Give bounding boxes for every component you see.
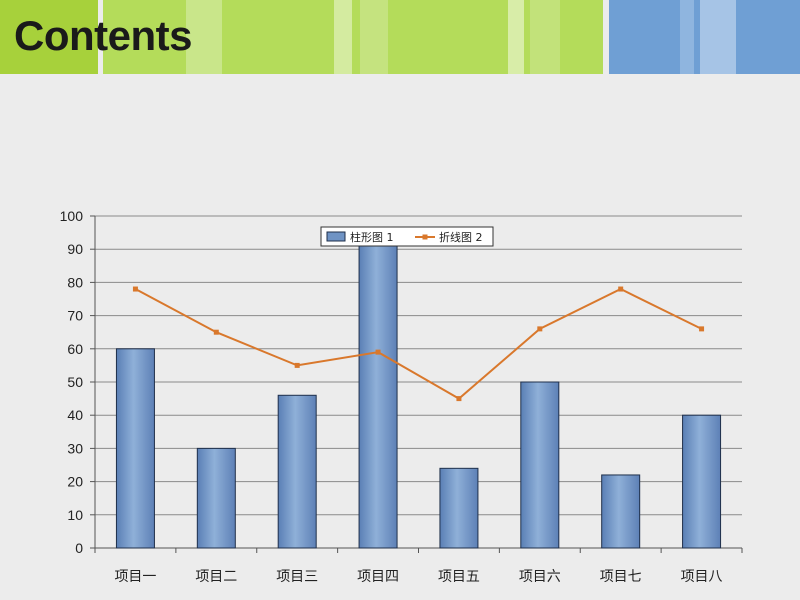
- page-title: Contents: [14, 12, 193, 59]
- y-tick-label: 90: [67, 241, 83, 257]
- banner-green-block: [0, 0, 98, 74]
- line-point: [375, 349, 381, 355]
- legend-label: 柱形图 1: [350, 230, 394, 244]
- legend-label: 折线图 2: [439, 230, 483, 244]
- x-axis: 项目一 项目二 项目三 项目四 项目五 项目六 项目七 项目八: [94, 547, 743, 585]
- x-tick-label: 项目五: [438, 569, 480, 585]
- y-axis: 0 10 20 30 40 50 60 70 80 90 100: [60, 208, 96, 556]
- legend-line-marker: [422, 234, 428, 240]
- legend-bar-swatch: [326, 231, 346, 242]
- y-tick-label: 30: [67, 440, 83, 456]
- x-tick-label: 项目三: [276, 569, 318, 585]
- bar: [520, 381, 560, 549]
- x-tick-label: 项目一: [114, 569, 156, 585]
- legend-box: [320, 226, 494, 247]
- bar: [115, 348, 155, 549]
- x-tick-label: 项目二: [195, 569, 237, 585]
- y-tick-label: 20: [67, 474, 83, 490]
- y-tick-label: 40: [67, 407, 83, 423]
- bar-series: [115, 242, 722, 549]
- bar: [196, 447, 236, 549]
- line-point: [294, 362, 300, 368]
- header-banner: Contents: [0, 0, 800, 74]
- banner-light-strip: [360, 0, 388, 74]
- bar: [358, 242, 398, 549]
- line-point: [213, 329, 219, 335]
- banner-blue-strip: [700, 0, 736, 74]
- banner-light-strip: [334, 0, 352, 74]
- banner-light-strip: [508, 0, 524, 74]
- banner-light-strip: [186, 0, 222, 74]
- y-tick-label: 50: [67, 374, 83, 390]
- bar: [439, 467, 479, 549]
- x-tick-label: 项目六: [519, 569, 561, 585]
- line-point: [618, 286, 624, 292]
- banner-blue-strip: [680, 0, 694, 74]
- y-tick-label: 70: [67, 308, 83, 324]
- y-tick-label: 10: [67, 507, 83, 523]
- y-tick-label: 100: [60, 208, 84, 224]
- line-point: [132, 286, 138, 292]
- y-tick-label: 60: [67, 341, 83, 357]
- y-tick-label: 80: [67, 274, 83, 290]
- line-point: [456, 396, 462, 402]
- y-tick-label: 0: [75, 540, 83, 556]
- line-point: [537, 326, 543, 332]
- line-series: [132, 286, 705, 402]
- x-tick-label: 项目七: [600, 569, 642, 585]
- bar: [277, 394, 317, 549]
- x-tick-label: 项目四: [357, 569, 399, 585]
- bar: [601, 474, 641, 549]
- bar: [682, 414, 722, 549]
- series-line: [134, 287, 703, 400]
- banner-light-strip: [530, 0, 560, 74]
- x-tick-label: 项目八: [681, 569, 723, 585]
- gridlines: [95, 215, 742, 516]
- legend: 柱形图 1 折线图 2: [320, 226, 494, 247]
- line-point: [699, 326, 705, 332]
